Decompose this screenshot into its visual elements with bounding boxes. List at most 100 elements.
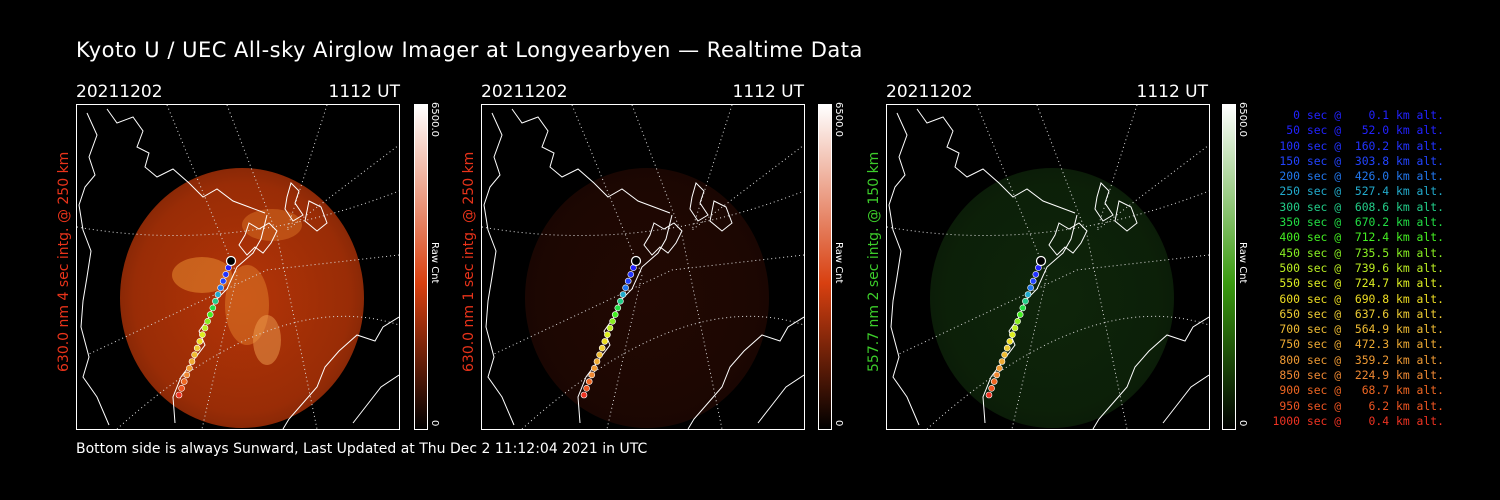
trajectory-point (1011, 324, 1019, 332)
trajectory-point (614, 304, 622, 312)
trajectory-path (175, 255, 237, 399)
trajectory-start-marker (225, 255, 237, 267)
legend-entry: 200 sec @ 426.0 km alt. (1272, 169, 1444, 184)
legend-entry: 850 sec @ 224.9 km alt. (1272, 368, 1444, 383)
panel-2-date: 20211202 (481, 82, 568, 102)
page-title: Kyoto U / UEC All-sky Airglow Imager at … (76, 38, 863, 62)
trajectory-point (606, 324, 614, 332)
trajectory-point (180, 378, 188, 385)
trajectory-point (214, 291, 222, 298)
trajectory-point (985, 391, 993, 399)
trajectory-point (191, 351, 198, 359)
trajectory-point (222, 271, 230, 278)
trajectory-point (1001, 351, 1008, 359)
legend-entry: 750 sec @ 472.3 km alt. (1272, 337, 1444, 352)
legend-entry: 400 sec @ 712.4 km alt. (1272, 230, 1444, 245)
trajectory-point (996, 364, 1003, 372)
trajectory-point (175, 391, 183, 399)
panel-3-image (886, 104, 1210, 430)
trajectory-point (199, 331, 206, 338)
legend-entry: 300 sec @ 608.6 km alt. (1272, 199, 1444, 214)
geographic-grid (887, 105, 1209, 429)
trajectory-point (583, 384, 590, 392)
panel-3-colorbar-min: 0 (1237, 420, 1248, 427)
trajectory-point (1006, 338, 1014, 345)
panel-1-ylabel: 630.0 nm 4 sec intg. @ 250 km (56, 151, 72, 372)
trajectory-point (593, 358, 601, 365)
airglow-image (525, 168, 769, 428)
panel-1-date: 20211202 (76, 82, 163, 102)
trajectory-point (609, 318, 616, 325)
legend-entry: 950 sec @ 6.2 km alt. (1272, 398, 1444, 413)
geographic-grid (77, 105, 399, 429)
legend-entry: 1000 sec @ 0.4 km alt. (1272, 413, 1444, 428)
legend-entry: 0 sec @ 0.1 km alt. (1272, 108, 1444, 122)
trajectory-start-marker (630, 255, 642, 267)
trajectory-point (998, 358, 1006, 365)
trajectory-point (1019, 304, 1027, 312)
trajectory-point (588, 371, 596, 379)
trajectory-point (219, 277, 227, 285)
trajectory-point (1024, 291, 1032, 298)
panel-2-image (481, 104, 805, 430)
trajectory-point (183, 371, 191, 379)
trajectory-point (186, 364, 193, 372)
legend-entry: 650 sec @ 637.6 km alt. (1272, 306, 1444, 321)
trajectory-point (622, 284, 629, 292)
trajectory-point (617, 297, 624, 305)
trajectory-point (201, 324, 209, 332)
trajectory-point (580, 391, 588, 399)
panel-1-colorbar (414, 104, 428, 430)
panel-3-colorbar-unit: Raw Cnt (1237, 242, 1248, 284)
trajectory-point (193, 344, 201, 352)
trajectory-point (990, 378, 998, 385)
trajectory-point (619, 291, 627, 298)
trajectory-start-marker (1035, 255, 1047, 267)
panel-3-time: 1112 UT (1136, 82, 1209, 102)
legend-entry: 150 sec @ 303.8 km alt. (1272, 153, 1444, 168)
legend-entry: 900 sec @ 68.7 km alt. (1272, 383, 1444, 398)
legend-entry: 350 sec @ 670.2 km alt. (1272, 215, 1444, 230)
legend-entry: 700 sec @ 564.9 km alt. (1272, 322, 1444, 337)
legend-entry: 600 sec @ 690.8 km alt. (1272, 291, 1444, 306)
panel-3-ylabel: 557.7 nm 2 sec intg. @ 150 km (866, 151, 882, 372)
legend-entry: 50 sec @ 52.0 km alt. (1272, 123, 1444, 138)
panel-2-time: 1112 UT (732, 82, 805, 102)
panel-3-colorbar-max: 6500.0 (1237, 102, 1248, 137)
panel-2-colorbar-unit: Raw Cnt (833, 242, 844, 284)
trajectory-point (596, 351, 603, 359)
trajectory-point (1014, 318, 1021, 325)
trajectory-point (204, 318, 211, 325)
trajectory-point (585, 378, 593, 385)
trajectory-point (178, 384, 185, 392)
trajectory-point (209, 304, 217, 312)
trajectory-point (1016, 311, 1024, 318)
trajectory-point (1009, 331, 1016, 338)
trajectory-point (598, 344, 606, 352)
trajectory-point (604, 331, 611, 338)
trajectory-point (188, 358, 196, 365)
legend-entry: 450 sec @ 735.5 km alt. (1272, 245, 1444, 260)
geographic-grid (482, 105, 804, 429)
legend-entry: 550 sec @ 724.7 km alt. (1272, 276, 1444, 291)
trajectory-point (601, 338, 609, 345)
coastline-map (888, 108, 1209, 429)
trajectory-point (627, 271, 635, 278)
panel-1-colorbar-max: 6500.0 (429, 102, 440, 137)
panel-3-colorbar (1222, 104, 1236, 430)
trajectory-point (988, 384, 995, 392)
trajectory-point (206, 311, 214, 318)
panel-2-colorbar (818, 104, 832, 430)
panel-1-time: 1112 UT (328, 82, 401, 102)
trajectory-point (1029, 277, 1037, 285)
trajectory-point (212, 297, 219, 305)
panel-3-date: 20211202 (886, 82, 973, 102)
legend-entry: 500 sec @ 739.6 km alt. (1272, 260, 1444, 275)
trajectory-point (611, 311, 619, 318)
trajectory-point (1003, 344, 1011, 352)
trajectory-point (1022, 297, 1029, 305)
footer-status: Bottom side is always Sunward, Last Upda… (76, 441, 648, 457)
panel-1-image (76, 104, 400, 430)
trajectory-path (985, 255, 1047, 399)
panel-2-colorbar-min: 0 (833, 420, 844, 427)
